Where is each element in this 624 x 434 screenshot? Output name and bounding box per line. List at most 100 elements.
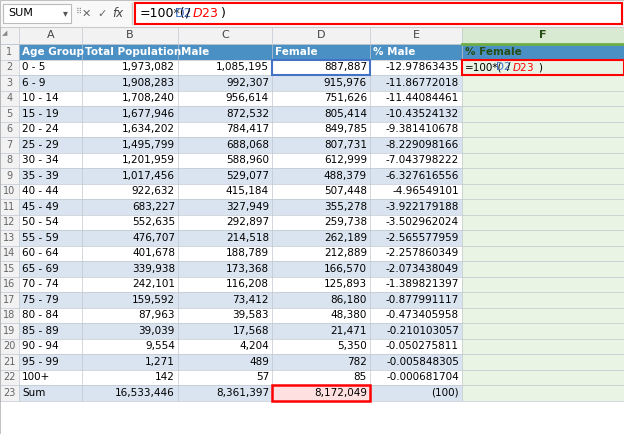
- Bar: [272, 385, 370, 401]
- Text: -7.043798222: -7.043798222: [386, 155, 459, 165]
- Bar: [0, 323, 19, 339]
- Text: 65 - 69: 65 - 69: [22, 264, 59, 274]
- Bar: [82, 106, 178, 122]
- Bar: [272, 91, 370, 106]
- Text: 489: 489: [249, 357, 269, 367]
- Bar: [462, 106, 624, 122]
- Bar: [178, 75, 272, 91]
- Bar: [19, 59, 82, 75]
- Bar: [0, 354, 19, 369]
- Bar: [370, 276, 462, 292]
- Text: 40 - 44: 40 - 44: [22, 186, 59, 196]
- Bar: [462, 91, 624, 106]
- Text: ▾: ▾: [62, 9, 67, 19]
- Text: 212,889: 212,889: [324, 248, 367, 258]
- Text: 95 - 99: 95 - 99: [22, 357, 59, 367]
- Text: 1,677,946: 1,677,946: [122, 109, 175, 119]
- Bar: [178, 308, 272, 323]
- Bar: [462, 214, 624, 230]
- Text: ⠿: ⠿: [76, 7, 82, 16]
- Bar: [272, 261, 370, 276]
- Text: (100): (100): [431, 388, 459, 398]
- Bar: [82, 184, 178, 199]
- Text: 683,227: 683,227: [132, 202, 175, 212]
- Text: -2.565577959: -2.565577959: [386, 233, 459, 243]
- Bar: [0, 168, 19, 184]
- Bar: [0, 369, 19, 385]
- Bar: [178, 106, 272, 122]
- Bar: [272, 385, 370, 401]
- Bar: [19, 199, 82, 214]
- Bar: [370, 152, 462, 168]
- Text: -12.97863435: -12.97863435: [386, 62, 459, 72]
- Text: 18: 18: [3, 310, 16, 320]
- Bar: [19, 385, 82, 401]
- Text: 292,897: 292,897: [226, 217, 269, 227]
- Bar: [82, 27, 178, 44]
- Bar: [82, 75, 178, 91]
- Text: 188,789: 188,789: [226, 248, 269, 258]
- Text: 401,678: 401,678: [132, 248, 175, 258]
- Bar: [272, 168, 370, 184]
- Text: ✕: ✕: [81, 9, 90, 19]
- Text: 259,738: 259,738: [324, 217, 367, 227]
- Bar: [82, 137, 178, 152]
- Text: 25 - 29: 25 - 29: [22, 140, 59, 150]
- Bar: [178, 27, 272, 44]
- Bar: [178, 246, 272, 261]
- Text: 9: 9: [6, 171, 12, 181]
- Bar: [19, 369, 82, 385]
- Bar: [370, 323, 462, 339]
- Bar: [178, 261, 272, 276]
- Bar: [0, 230, 19, 246]
- Bar: [272, 199, 370, 214]
- Bar: [272, 214, 370, 230]
- Text: 807,731: 807,731: [324, 140, 367, 150]
- Text: 50 - 54: 50 - 54: [22, 217, 59, 227]
- Bar: [272, 44, 370, 59]
- Bar: [370, 369, 462, 385]
- Bar: [462, 339, 624, 354]
- Bar: [0, 292, 19, 308]
- Text: % Male: % Male: [373, 47, 416, 57]
- Text: 10: 10: [3, 186, 16, 196]
- Text: 20: 20: [3, 341, 16, 351]
- Text: 8: 8: [6, 155, 12, 165]
- Text: 60 - 64: 60 - 64: [22, 248, 59, 258]
- Text: 1,708,240: 1,708,240: [122, 93, 175, 103]
- Bar: [272, 292, 370, 308]
- Text: 1,085,195: 1,085,195: [216, 62, 269, 72]
- Text: -6.327616556: -6.327616556: [386, 171, 459, 181]
- Text: 85: 85: [354, 372, 367, 382]
- Text: 1,634,202: 1,634,202: [122, 124, 175, 134]
- Text: 1,201,959: 1,201,959: [122, 155, 175, 165]
- Text: 5: 5: [6, 109, 12, 119]
- Bar: [19, 122, 82, 137]
- Text: 1,017,456: 1,017,456: [122, 171, 175, 181]
- Bar: [19, 246, 82, 261]
- Text: Sum: Sum: [22, 388, 46, 398]
- Text: A: A: [47, 30, 54, 40]
- Bar: [19, 214, 82, 230]
- Bar: [370, 230, 462, 246]
- Bar: [135, 3, 622, 24]
- Text: 116,208: 116,208: [226, 279, 269, 289]
- Bar: [370, 261, 462, 276]
- Bar: [462, 184, 624, 199]
- Bar: [0, 122, 19, 137]
- Text: 20 - 24: 20 - 24: [22, 124, 59, 134]
- Text: C: C: [221, 30, 229, 40]
- Bar: [178, 122, 272, 137]
- Text: fx: fx: [112, 7, 124, 20]
- Text: D: D: [317, 30, 325, 40]
- Text: 16: 16: [3, 279, 16, 289]
- Text: 159,592: 159,592: [132, 295, 175, 305]
- Text: 262,189: 262,189: [324, 233, 367, 243]
- Text: 12: 12: [3, 217, 16, 227]
- Text: 1,271: 1,271: [145, 357, 175, 367]
- Bar: [178, 152, 272, 168]
- Bar: [370, 184, 462, 199]
- Text: 4: 4: [6, 93, 12, 103]
- Bar: [370, 27, 462, 44]
- Bar: [82, 339, 178, 354]
